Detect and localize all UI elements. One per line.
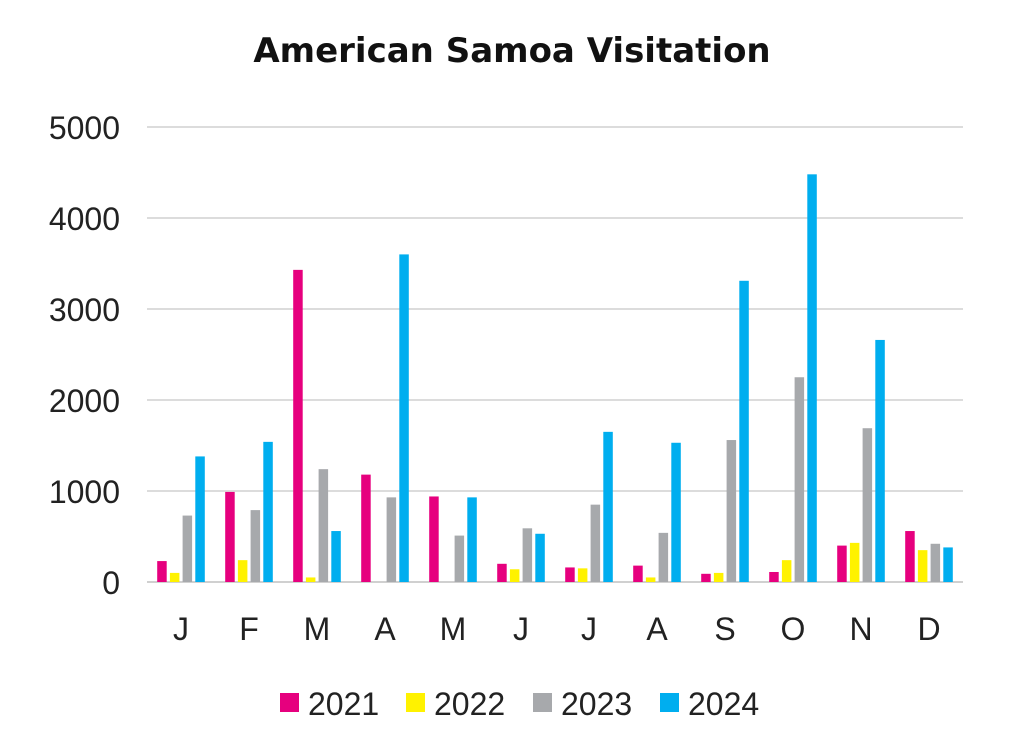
bar-2023-8 xyxy=(658,532,669,582)
bar-2022-12 xyxy=(917,550,928,582)
x-tick-label: J xyxy=(581,611,597,647)
bar-2023-1 xyxy=(182,515,193,582)
x-tick-label: O xyxy=(781,611,806,647)
bar-2021-10 xyxy=(769,571,779,582)
bar-2022-8 xyxy=(645,577,656,582)
bar-2022-10 xyxy=(781,560,792,582)
legend-label-2022: 2022 xyxy=(434,686,505,722)
bar-2024-8 xyxy=(671,442,681,582)
bar-2024-3 xyxy=(331,531,341,582)
y-tick-label: 5000 xyxy=(49,110,120,146)
legend-swatch-2021 xyxy=(280,693,299,712)
bar-2023-4 xyxy=(386,497,397,582)
legend-swatch-2024 xyxy=(660,693,679,712)
bar-2021-11 xyxy=(837,545,847,582)
bar-2024-10 xyxy=(807,174,817,582)
x-tick-label: N xyxy=(849,611,872,647)
bar-2024-7 xyxy=(603,431,613,582)
y-tick-label: 4000 xyxy=(49,201,120,237)
bar-2021-9 xyxy=(701,573,711,582)
x-tick-label: F xyxy=(239,611,259,647)
bar-2023-9 xyxy=(726,440,737,582)
bar-2021-2 xyxy=(225,491,235,582)
x-tick-label: S xyxy=(714,611,735,647)
y-tick-label: 3000 xyxy=(49,292,120,328)
bar-2021-8 xyxy=(633,565,643,582)
legend-swatch-2022 xyxy=(406,693,425,712)
x-tick-label: M xyxy=(440,611,467,647)
y-tick-label: 1000 xyxy=(49,474,120,510)
bar-2022-3 xyxy=(305,577,316,582)
x-tick-label: D xyxy=(917,611,940,647)
legend-swatch-2023 xyxy=(533,693,552,712)
bar-2022-6 xyxy=(509,569,520,582)
x-tick-label: J xyxy=(173,611,189,647)
bar-2024-2 xyxy=(263,441,273,582)
grid-lines xyxy=(147,126,963,583)
x-tick-label: A xyxy=(646,611,668,647)
legend-label-2021: 2021 xyxy=(308,686,379,722)
x-tick-label: J xyxy=(513,611,529,647)
bar-2021-3 xyxy=(293,269,303,582)
bar-2022-9 xyxy=(713,572,724,582)
bar-2023-12 xyxy=(930,543,941,582)
bar-2021-4 xyxy=(361,474,371,582)
y-tick-label: 0 xyxy=(102,565,120,601)
bar-2023-3 xyxy=(318,469,329,582)
bar-2022-1 xyxy=(169,572,180,582)
bar-2022-7 xyxy=(577,568,588,582)
x-tick-label: M xyxy=(304,611,331,647)
bar-2023-2 xyxy=(250,510,261,582)
bar-2021-5 xyxy=(429,496,439,582)
legend-label-2023: 2023 xyxy=(561,686,632,722)
bar-2023-6 xyxy=(522,528,533,582)
chart-title: American Samoa Visitation xyxy=(253,31,770,71)
bars xyxy=(157,174,953,582)
bar-2024-4 xyxy=(399,254,409,582)
bar-2024-9 xyxy=(739,280,749,582)
bar-2024-6 xyxy=(535,533,545,582)
y-tick-label: 2000 xyxy=(49,383,120,419)
y-axis: 0 1000 2000 3000 4000 5000 xyxy=(49,110,120,601)
bar-2023-11 xyxy=(862,428,873,582)
bar-2024-5 xyxy=(467,497,477,582)
bar-2021-6 xyxy=(497,563,507,582)
bar-2023-7 xyxy=(590,504,601,582)
bar-2022-11 xyxy=(849,542,860,582)
bar-2024-1 xyxy=(195,456,205,582)
bar-2021-7 xyxy=(565,567,575,582)
legend-label-2024: 2024 xyxy=(688,686,759,722)
bar-2023-10 xyxy=(794,377,805,582)
bar-2022-2 xyxy=(237,560,248,582)
bar-2024-11 xyxy=(875,339,885,582)
legend: 2021 2022 2023 2024 xyxy=(280,686,759,722)
bar-2023-5 xyxy=(454,535,465,582)
bar-2021-1 xyxy=(157,561,167,582)
x-tick-label: A xyxy=(374,611,396,647)
bar-2024-12 xyxy=(943,547,953,582)
bar-2021-12 xyxy=(905,531,915,582)
